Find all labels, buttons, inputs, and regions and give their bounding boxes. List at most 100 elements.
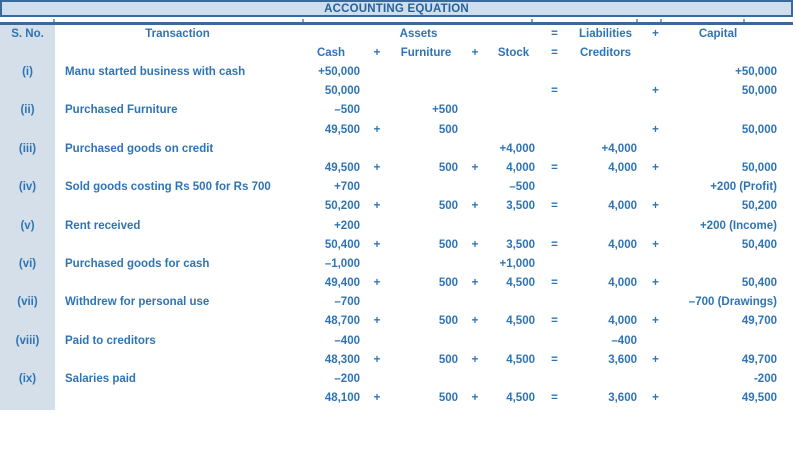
header-furniture: Furniture — [400, 47, 452, 59]
cell-plus3: + — [652, 392, 659, 405]
header-equals-sign: = — [551, 47, 558, 59]
cell-furniture: 500 — [438, 161, 458, 174]
column-tick — [636, 19, 638, 22]
transaction-cell: Purchased goods on credit — [65, 142, 214, 155]
cell-cash: –400 — [334, 334, 360, 347]
header-equals-sign: = — [551, 28, 558, 40]
cell-cash: –500 — [334, 104, 360, 117]
cell-plus1: + — [373, 238, 381, 251]
cell-furniture: +500 — [432, 104, 458, 117]
cell-plus1: + — [373, 161, 381, 174]
transaction-rows: (i) Manu started business with cash +50,00… — [0, 63, 796, 408]
cell-capital: +200 (Profit) — [710, 181, 777, 194]
cell-creditors: 4,000 — [608, 277, 637, 290]
transaction-cell: Withdrew for personal use — [65, 296, 210, 309]
header-assets: Assets — [399, 28, 438, 40]
cell-plus2: + — [471, 353, 479, 366]
cell-equals: = — [551, 392, 558, 405]
cell-capital: +50,000 — [735, 66, 777, 78]
cell-furniture: 500 — [438, 392, 458, 405]
cell-capital: 50,400 — [741, 277, 777, 290]
title-bar: ACCOUNTING EQUATION — [0, 0, 793, 17]
cell-plus2: + — [471, 315, 479, 328]
cell-cash: 50,000 — [324, 85, 360, 98]
cell-plus2: + — [471, 238, 479, 251]
cell-plus1: + — [373, 200, 381, 213]
cell-stock: 3,500 — [506, 200, 535, 213]
cell-stock: 4,500 — [506, 353, 535, 366]
cell-plus3: + — [652, 85, 659, 98]
cell-creditors: 4,000 — [608, 161, 637, 174]
cell-creditors: +4,000 — [601, 142, 638, 155]
cell-capital: 49,700 — [741, 353, 777, 366]
header-plus-sign: + — [471, 47, 479, 59]
header-stock: Stock — [497, 47, 530, 59]
cell-capital: 49,700 — [741, 315, 777, 328]
cell-cash: 50,200 — [324, 200, 360, 213]
transaction-cell: Purchased goods for cash — [65, 257, 210, 270]
cell-stock: 3,500 — [506, 238, 535, 251]
cell-plus1: + — [373, 315, 381, 328]
table-row: (v) Rent received +200 +200 (Income) — [0, 217, 796, 236]
cell-cash: +50,000 — [318, 66, 360, 78]
table-row: (iv) Sold goods costing Rs 500 for Rs 700… — [0, 178, 796, 197]
cell-plus2: + — [471, 200, 479, 213]
cell-plus2: + — [471, 161, 479, 174]
cell-plus1: + — [373, 353, 381, 366]
table-row: 48,100 +500 +4,500 = 3,600 +49,500 — [0, 389, 796, 408]
table-row: 50,400 +500 +3,500 = 4,000 +50,400 — [0, 236, 796, 255]
column-tick — [743, 19, 745, 22]
serial-cell: (ix) — [18, 373, 37, 385]
cell-plus1: + — [373, 123, 381, 136]
column-tick — [53, 19, 55, 22]
table-row: 49,500 +500 +50,000 — [0, 121, 796, 140]
table-header-row-1: S. No. Transaction Assets = Liabilities … — [0, 25, 796, 44]
transaction-cell: Paid to creditors — [65, 334, 156, 347]
cell-capital: 50,400 — [741, 238, 777, 251]
header-sno: S. No. — [11, 28, 44, 40]
cell-capital: 50,200 — [741, 200, 777, 213]
cell-cash: 48,300 — [324, 353, 360, 366]
cell-equals: = — [551, 200, 558, 213]
header-cash: Cash — [316, 47, 346, 59]
table-row: 48,300 +500 +4,500 = 3,600 +49,700 — [0, 351, 796, 370]
cell-furniture: 500 — [438, 123, 458, 136]
transaction-cell: Salaries paid — [65, 373, 136, 385]
cell-stock: 4,500 — [506, 315, 535, 328]
header-transaction: Transaction — [145, 28, 210, 40]
cell-cash: 48,700 — [324, 315, 360, 328]
header-plus-sign: + — [373, 47, 381, 59]
cell-capital: 50,000 — [741, 85, 777, 98]
cell-cash: 49,500 — [324, 123, 360, 136]
cell-furniture: 500 — [438, 238, 458, 251]
cell-plus3: + — [652, 123, 659, 136]
header-plus-sign: + — [652, 28, 659, 40]
cell-capital: -200 — [753, 373, 777, 385]
transaction-cell: Sold goods costing Rs 500 for Rs 700 — [65, 181, 271, 194]
cell-furniture: 500 — [438, 200, 458, 213]
header-liabilities: Liabilities — [578, 28, 633, 40]
cell-plus2: + — [471, 277, 479, 290]
cell-stock: 4,000 — [506, 161, 535, 174]
table-rows: S. No. Transaction Assets = Liabilities … — [0, 25, 796, 408]
cell-plus3: + — [652, 238, 659, 251]
serial-cell: (i) — [22, 66, 33, 78]
serial-cell: (viii) — [15, 334, 40, 347]
cell-cash: 50,400 — [324, 238, 360, 251]
serial-cell: (iv) — [18, 181, 37, 194]
cell-cash: –200 — [334, 373, 360, 385]
cell-stock: 4,500 — [506, 392, 535, 405]
table-row: 50,200 +500 +3,500 = 4,000 +50,200 — [0, 197, 796, 216]
table-top-border — [0, 22, 793, 25]
cell-stock: –500 — [509, 181, 535, 194]
serial-cell: (vi) — [18, 257, 37, 270]
transaction-cell: Rent received — [65, 219, 141, 232]
cell-stock: 4,500 — [506, 277, 535, 290]
table-row: (iii) Purchased goods on credit +4,000 +4,0… — [0, 140, 796, 159]
serial-cell: (ii) — [20, 104, 35, 117]
serial-cell: (vii) — [17, 296, 38, 309]
cell-furniture: 500 — [438, 315, 458, 328]
cell-creditors: 3,600 — [608, 353, 637, 366]
cell-cash: –700 — [334, 296, 360, 309]
